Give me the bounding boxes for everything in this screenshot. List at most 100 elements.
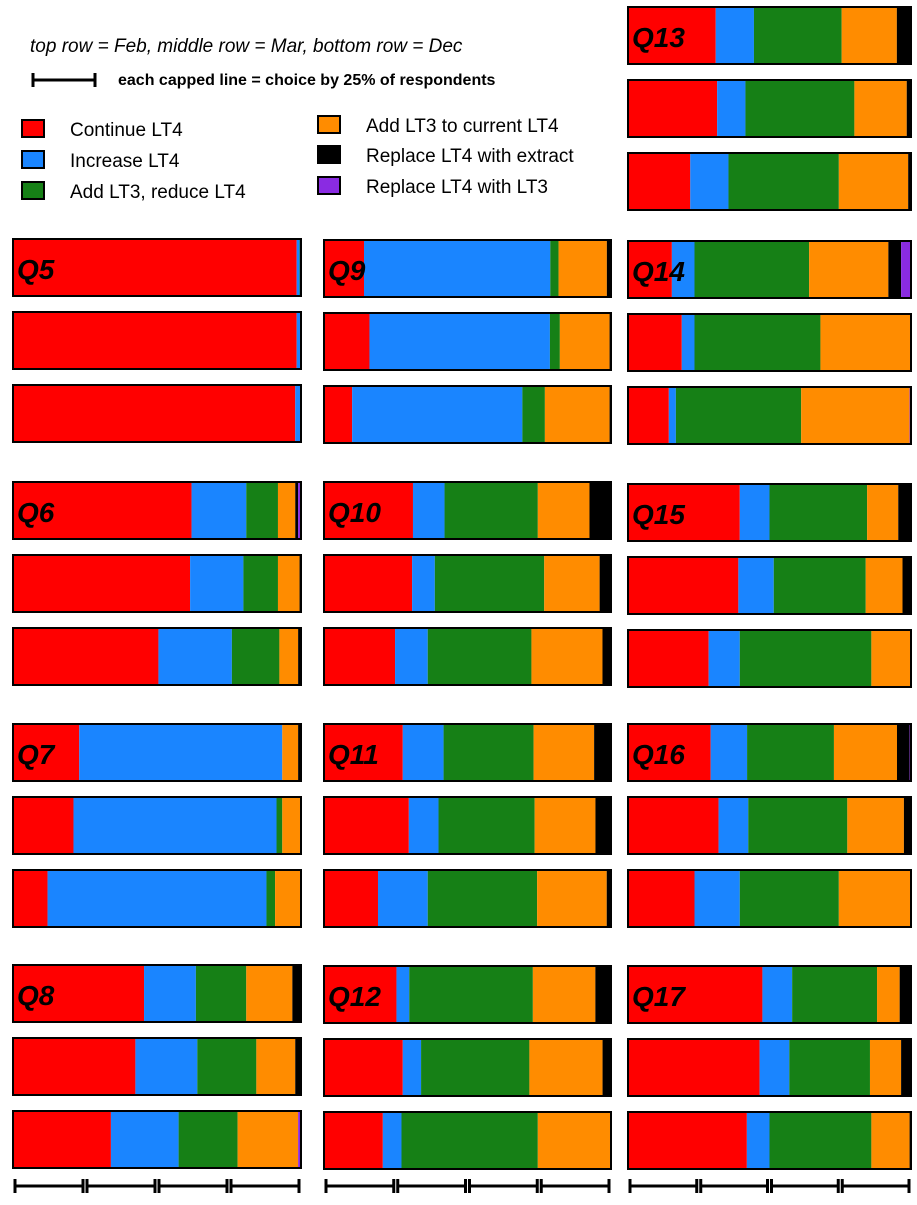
bar-segment-q15-feb-increase	[739, 484, 770, 541]
bar-segment-q7-feb-addcurrent	[282, 724, 299, 781]
bar-segment-q17-dec-continue	[628, 1112, 747, 1169]
bar-frame-q5-feb	[12, 238, 302, 297]
panel-q17: Q17	[627, 965, 912, 1170]
bar-segment-q5-dec-increase	[295, 385, 301, 442]
bar-segment-q15-feb-extract	[898, 484, 911, 541]
bar-segment-q8-feb-continue	[13, 965, 145, 1022]
bar-segment-q5-dec-continue	[13, 385, 296, 442]
bar-segment-q13-mar-extract	[906, 80, 911, 137]
bar-segment-q14-mar-continue	[628, 314, 682, 371]
bar-segment-q6-dec-increase	[158, 628, 232, 685]
bar-segment-q11-mar-increase	[408, 797, 439, 854]
bar-segment-q10-mar-increase	[412, 555, 435, 612]
bar-segment-q17-mar-addreduce	[789, 1039, 870, 1096]
bar-segment-q10-mar-addreduce	[434, 555, 545, 612]
panel-q9: Q9	[323, 239, 612, 444]
bar-segment-q8-dec-addreduce	[178, 1111, 238, 1168]
bar-segment-q8-dec-continue	[13, 1111, 111, 1168]
bar-segment-q11-mar-extract	[595, 797, 611, 854]
question-label-q15: Q15	[632, 499, 685, 530]
bar-segment-q14-feb-addcurrent	[809, 241, 889, 298]
bar-segment-q16-dec-addreduce	[739, 870, 839, 927]
bar-segment-q10-dec-extract	[602, 628, 611, 685]
bar-segment-q6-dec-extract	[298, 628, 301, 685]
bar-segment-q16-dec-increase	[694, 870, 740, 927]
bar-segment-q12-dec-continue	[324, 1112, 383, 1169]
bar-segment-q15-mar-extract	[902, 557, 911, 614]
bar-segment-q14-dec-addcurrent	[801, 387, 910, 444]
bar-segment-q14-feb-continue	[628, 241, 672, 298]
bar-segment-q6-feb-addreduce	[246, 482, 278, 539]
bar-segment-q16-mar-increase	[718, 797, 749, 854]
rows-note: top row = Feb, middle row = Mar, bottom …	[30, 36, 463, 57]
bar-segment-q16-mar-addreduce	[748, 797, 848, 854]
bar-segment-q13-mar-addreduce	[745, 80, 855, 137]
bar-segment-q17-dec-addcurrent	[871, 1112, 910, 1169]
bar-segment-q12-mar-addcurrent	[529, 1039, 603, 1096]
bar-segment-q13-dec-addreduce	[728, 153, 839, 210]
legend-label-addreduce: Add LT3, reduce LT4	[70, 182, 246, 203]
bar-frame-q9-mar	[323, 312, 612, 371]
bar-segment-q12-mar-extract	[602, 1039, 611, 1096]
bar-segment-q15-mar-continue	[628, 557, 739, 614]
bar-segment-q13-feb-increase	[715, 7, 754, 64]
bar-segment-q15-dec-increase	[708, 630, 740, 687]
legend-label-addcurrent: Add LT3 to current LT4	[366, 116, 559, 137]
bar-frame-q9-dec	[323, 385, 612, 444]
bar-segment-q11-feb-extract	[594, 724, 611, 781]
scale-note: each capped line = choice by 25% of resp…	[118, 72, 496, 89]
bar-segment-q9-feb-addreduce	[550, 240, 559, 297]
bar-segment-q7-feb-increase	[79, 724, 283, 781]
bar-frame-q16-mar	[627, 796, 912, 855]
bar-frame-q17-dec	[627, 1111, 912, 1170]
question-label-q5: Q5	[17, 254, 55, 285]
bar-segment-q12-feb-addcurrent	[532, 966, 596, 1023]
bar-frame-q8-feb	[12, 964, 302, 1023]
panel-q5: Q5	[12, 238, 302, 443]
bar-segment-q9-dec-addcurrent	[544, 386, 610, 443]
bar-segment-q10-feb-addreduce	[444, 482, 538, 539]
bar-segment-q9-feb-increase	[364, 240, 551, 297]
bar-segment-q11-dec-increase	[377, 870, 428, 927]
bar-segment-q14-mar-addreduce	[694, 314, 821, 371]
bar-segment-q17-feb-addreduce	[792, 966, 878, 1023]
bar-segment-q10-dec-increase	[395, 628, 428, 685]
bar-segment-q6-mar-addreduce	[243, 555, 278, 612]
question-label-q6: Q6	[17, 497, 55, 528]
bar-frame-q17-mar	[627, 1038, 912, 1097]
bar-segment-q9-mar-increase	[369, 313, 550, 370]
bar-segment-q10-feb-extract	[589, 482, 611, 539]
bar-segment-q11-feb-continue	[324, 724, 403, 781]
panel-q15: Q15	[627, 483, 912, 688]
bar-segment-q10-dec-addcurrent	[531, 628, 603, 685]
question-label-q10: Q10	[328, 497, 381, 528]
bar-segment-q7-dec-continue	[13, 870, 48, 927]
bar-segment-q13-mar-continue	[628, 80, 718, 137]
bar-segment-q15-dec-addcurrent	[871, 630, 911, 687]
bar-segment-q12-feb-continue	[324, 966, 397, 1023]
bar-segment-q10-dec-continue	[324, 628, 396, 685]
bar-frame-q17-feb	[627, 965, 912, 1024]
bar-frame-q8-mar	[12, 1037, 302, 1096]
bar-segment-q13-feb-extract	[896, 7, 911, 64]
panel-q8: Q8	[12, 964, 302, 1169]
bar-segment-q17-feb-increase	[762, 966, 793, 1023]
bar-segment-q12-dec-addreduce	[401, 1112, 538, 1169]
bar-segment-q11-mar-addreduce	[438, 797, 535, 854]
question-label-q7: Q7	[17, 739, 56, 770]
bar-segment-q13-mar-addcurrent	[854, 80, 907, 137]
bar-segment-q17-feb-extract	[899, 966, 911, 1023]
bar-segment-q16-feb-increase	[710, 724, 748, 781]
bar-segment-q11-feb-addreduce	[443, 724, 534, 781]
bar-segment-q5-feb-increase	[296, 239, 300, 296]
bar-frame-q6-feb	[12, 481, 302, 540]
question-label-q12: Q12	[328, 981, 381, 1012]
legend-swatch-addreduce	[21, 181, 45, 200]
bar-segment-q10-feb-continue	[324, 482, 413, 539]
bar-frame-q11-dec	[323, 869, 612, 928]
bar-frame-q13-dec	[627, 152, 912, 211]
bar-segment-q6-feb-extract	[295, 482, 299, 539]
bar-frame-q10-feb	[323, 481, 612, 540]
panel-q14: Q14	[627, 240, 912, 445]
bar-segment-q12-feb-extract	[595, 966, 611, 1023]
